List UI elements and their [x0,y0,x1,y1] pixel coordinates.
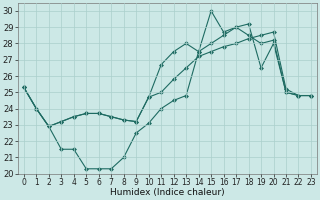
X-axis label: Humidex (Indice chaleur): Humidex (Indice chaleur) [110,188,225,197]
